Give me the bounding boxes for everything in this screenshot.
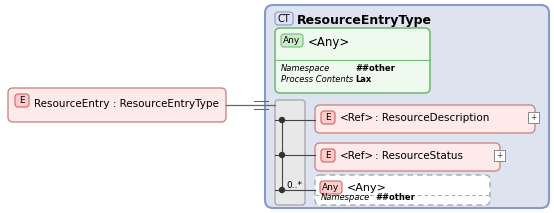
FancyBboxPatch shape [275,12,293,25]
FancyBboxPatch shape [320,181,342,194]
Circle shape [280,153,285,157]
FancyBboxPatch shape [315,175,490,205]
FancyBboxPatch shape [275,28,430,93]
FancyBboxPatch shape [494,150,505,161]
Text: Any: Any [284,36,301,45]
FancyBboxPatch shape [315,143,500,171]
Text: ResourceEntryType: ResourceEntryType [297,14,432,27]
Text: <Ref>: <Ref> [340,151,375,161]
FancyBboxPatch shape [315,105,535,133]
Text: +: + [530,113,537,122]
Text: Process Contents: Process Contents [281,75,353,84]
Text: Lax: Lax [355,75,371,84]
FancyBboxPatch shape [321,149,335,162]
Text: CT: CT [278,13,290,23]
Text: ##other: ##other [355,64,395,73]
Text: Namespace: Namespace [281,64,330,73]
FancyBboxPatch shape [8,88,226,122]
Text: +: + [496,151,502,160]
Text: <Any>: <Any> [347,183,387,193]
Text: E: E [19,96,25,105]
Text: 0..*: 0..* [286,180,302,190]
FancyBboxPatch shape [528,112,539,123]
Text: Any: Any [322,183,340,192]
Text: Namespace: Namespace [321,193,370,203]
Text: ResourceEntry : ResourceEntryType: ResourceEntry : ResourceEntryType [34,99,219,109]
Circle shape [280,118,285,122]
Text: : ResourceDescription: : ResourceDescription [375,113,489,123]
FancyBboxPatch shape [275,100,305,205]
FancyBboxPatch shape [15,94,29,107]
FancyBboxPatch shape [321,111,335,124]
Circle shape [280,187,285,193]
Text: : ResourceStatus: : ResourceStatus [375,151,463,161]
FancyBboxPatch shape [281,34,303,47]
FancyBboxPatch shape [265,5,549,208]
Text: <Any>: <Any> [308,36,350,49]
Text: E: E [325,151,331,160]
Text: ##other: ##other [375,193,415,203]
Text: E: E [325,113,331,122]
Text: <Ref>: <Ref> [340,113,375,123]
